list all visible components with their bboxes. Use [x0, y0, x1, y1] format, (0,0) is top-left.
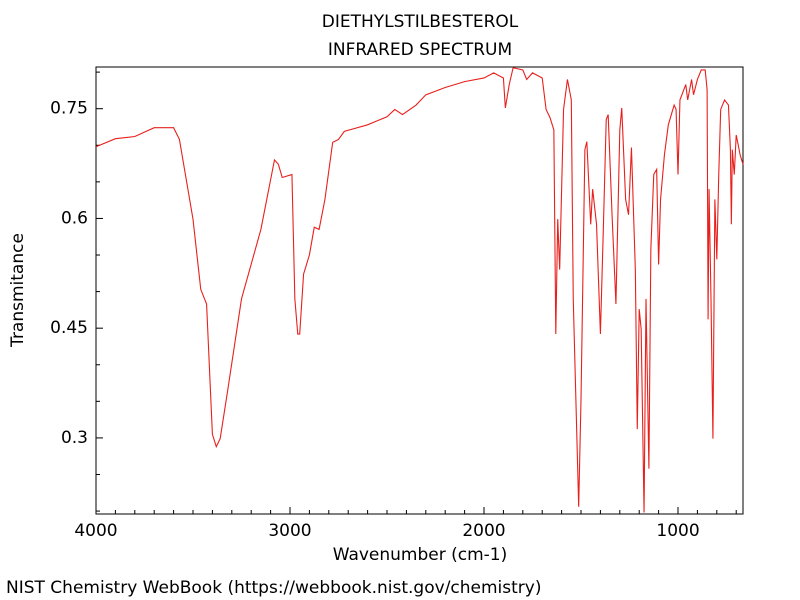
chart-subtitle: INFRARED SPECTRUM	[328, 40, 512, 60]
x-tick-label: 1000	[656, 521, 699, 541]
x-tick-label: 2000	[462, 521, 505, 541]
plot-frame	[95, 66, 744, 515]
y-tick-label: 0.3	[61, 428, 88, 448]
y-tick-label: 0.6	[61, 208, 88, 228]
footer: NIST Chemistry WebBook (https://webbook.…	[6, 578, 541, 598]
x-tick-label: 4000	[74, 521, 117, 541]
x-axis-label: Wavenumber (cm-1)	[333, 545, 508, 565]
y-tick-label: 0.45	[50, 318, 88, 338]
spectrum-line	[95, 67, 744, 513]
y-tick-label: 0.75	[50, 99, 88, 119]
y-axis-label: Transmitance	[8, 233, 28, 348]
chart-title: DIETHYLSTILBESTEROL	[322, 12, 519, 32]
x-tick-label: 3000	[268, 521, 311, 541]
